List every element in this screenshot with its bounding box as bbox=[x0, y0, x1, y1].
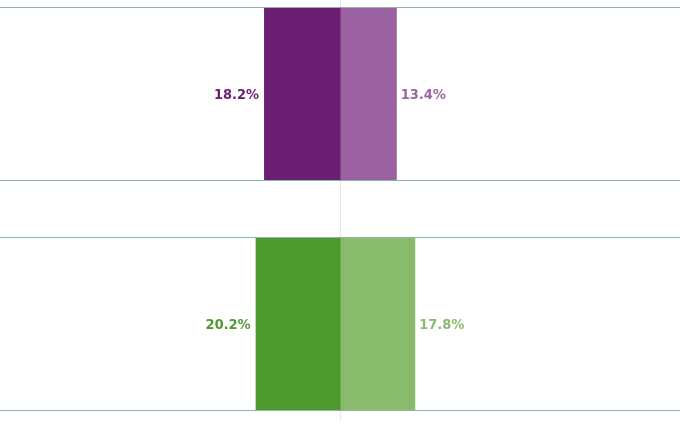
data-label-right-row-1: 13.4% bbox=[401, 88, 446, 103]
bar-right-row-1 bbox=[340, 8, 397, 180]
data-label-left-row-1: 18.2% bbox=[214, 88, 259, 103]
bar-right-row-2 bbox=[340, 238, 416, 410]
bar-left-row-1 bbox=[264, 8, 341, 180]
data-label-left-row-2: 20.2% bbox=[206, 318, 251, 333]
data-label-right-row-2: 17.8% bbox=[419, 318, 464, 333]
bar-left-row-2 bbox=[255, 238, 341, 410]
